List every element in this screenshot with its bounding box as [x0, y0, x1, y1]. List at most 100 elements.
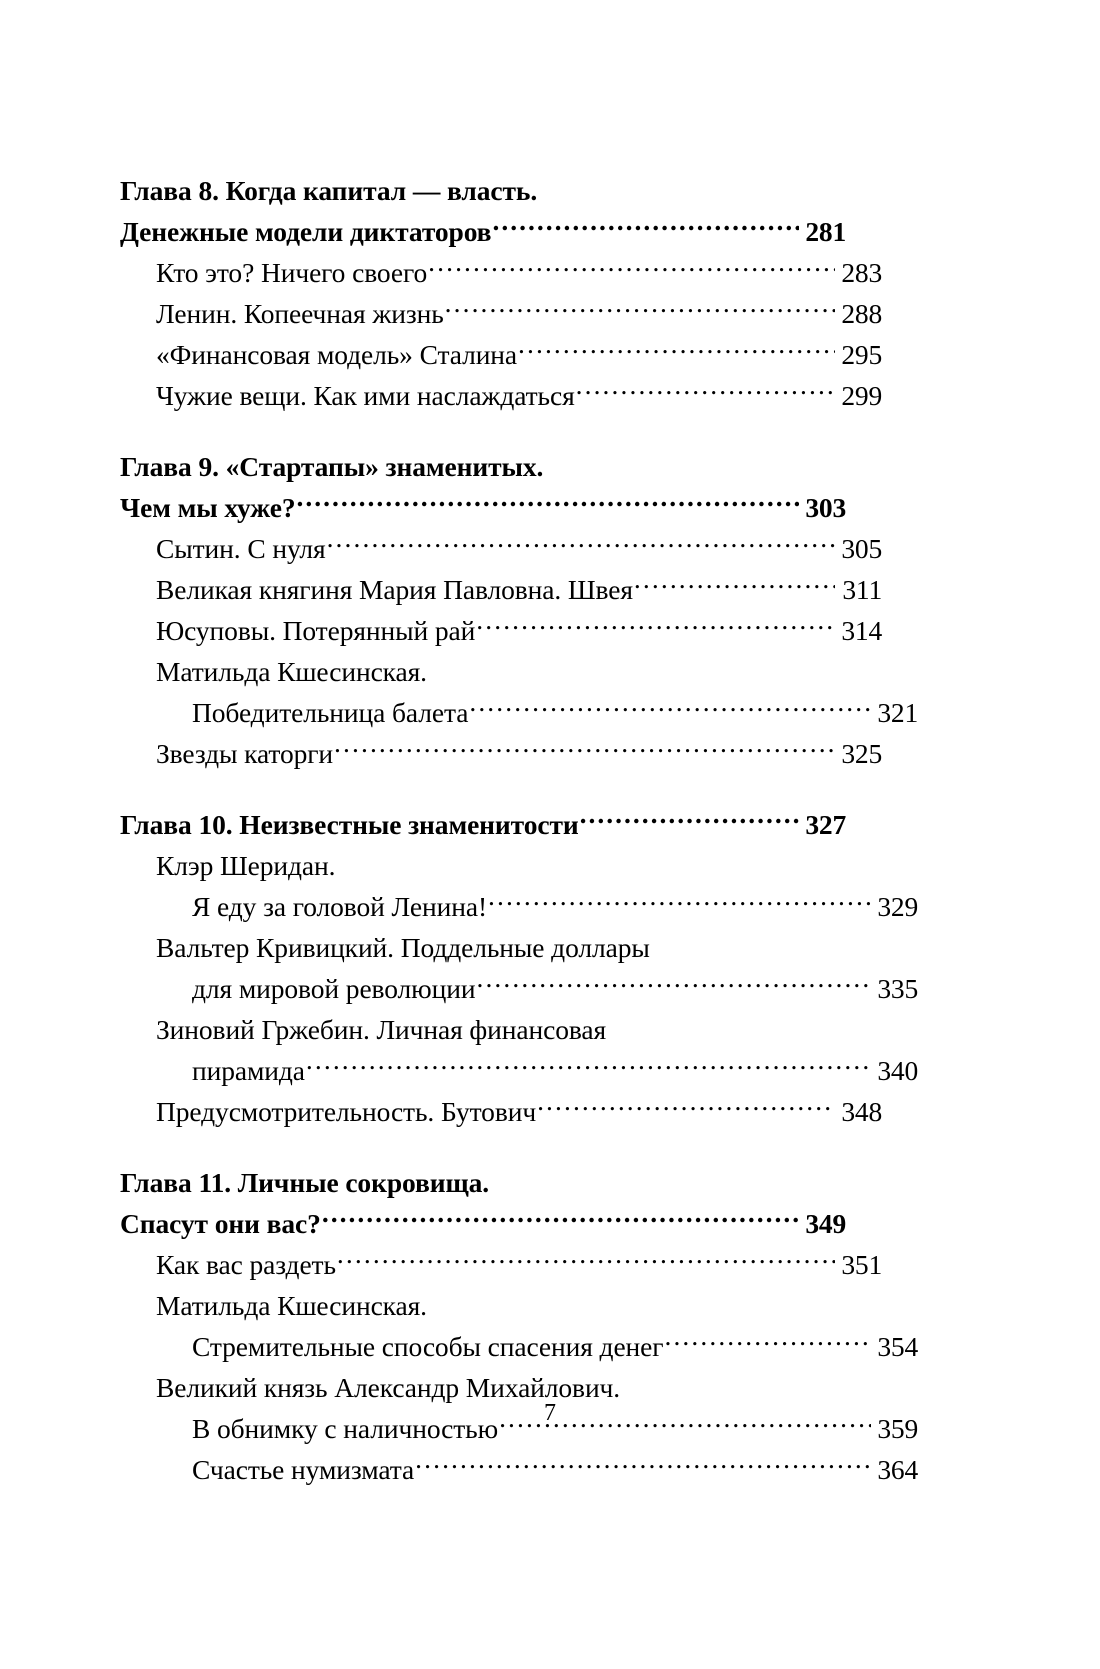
toc-entry-label: для мировой революции	[192, 973, 476, 1004]
toc-dot-leader	[621, 1370, 835, 1398]
toc-entry-label: Глава 10. Неизвестные знаменитости	[120, 809, 579, 840]
toc-dot-leader	[499, 1411, 871, 1439]
toc-sub-entry[interactable]: «Финансовая модель» Сталина 295	[156, 334, 882, 375]
toc-dot-leader	[327, 531, 835, 559]
toc-page-number: 295	[841, 339, 882, 370]
toc-entry-label: Великий князь Александр Михайлович.	[156, 1372, 621, 1403]
toc-sub-entry[interactable]: пирамида 340	[192, 1050, 918, 1091]
toc-chapter-entry[interactable]: Денежные модели диктаторов 281	[120, 211, 846, 252]
toc-sub-entry[interactable]: Клэр Шеридан.	[156, 845, 882, 886]
toc-sub-entry[interactable]: Великая княгиня Мария Павловна. Швея 311	[156, 569, 882, 610]
toc-dot-leader	[544, 449, 799, 477]
toc-page-number: 348	[841, 1096, 882, 1127]
toc-sub-entry[interactable]: Кто это? Ничего своего 283	[156, 252, 882, 293]
toc-page-number: 364	[877, 1454, 918, 1485]
toc-dot-leader	[428, 1288, 835, 1316]
toc-sub-entry[interactable]: Матильда Кшесинская.	[156, 1285, 882, 1326]
toc-chapter-entry[interactable]: Глава 10. Неизвестные знаменитости 327	[120, 804, 846, 845]
toc-dot-leader	[538, 173, 799, 201]
toc-dot-leader	[297, 490, 800, 518]
toc-dot-leader	[518, 337, 835, 365]
toc-sub-entry[interactable]: В обнимку с наличностью 359	[192, 1408, 918, 1449]
table-of-contents: Глава 8. Когда капитал — власть. Денежные…	[120, 170, 918, 1490]
toc-sub-entry[interactable]: Предусмотрительность. Бутович 348	[156, 1091, 882, 1132]
toc-page-number: 281	[805, 216, 846, 247]
toc-dot-leader	[476, 613, 835, 641]
toc-dot-leader	[664, 1329, 871, 1357]
toc-sub-entry[interactable]: Победительница балета 321	[192, 692, 918, 733]
toc-page-number: 359	[877, 1413, 918, 1444]
toc-entry-label: Кто это? Ничего своего	[156, 257, 428, 288]
toc-entry-label: Победительница балета	[192, 697, 469, 728]
toc-entry-label: Вальтер Кривицкий. Поддельные доллары	[156, 932, 650, 963]
toc-sub-entry[interactable]: Вальтер Кривицкий. Поддельные доллары	[156, 927, 882, 968]
toc-sub-entry[interactable]: Чужие вещи. Как ими наслаждаться 299	[156, 375, 882, 416]
toc-chapter-block: Глава 9. «Стартапы» знаменитых. Чем мы ху…	[120, 446, 918, 774]
toc-sub-entry[interactable]: Счастье нумизмата 364	[192, 1449, 918, 1490]
toc-dot-leader	[306, 1053, 871, 1081]
toc-chapter-entry[interactable]: Спасут они вас? 349	[120, 1203, 846, 1244]
toc-sub-entry[interactable]: для мировой революции 335	[192, 968, 918, 1009]
toc-sub-entry[interactable]: Я еду за головой Ленина! 329	[192, 886, 918, 927]
toc-entry-label: пирамида	[192, 1055, 305, 1086]
toc-chapter-block: Глава 8. Когда капитал — власть. Денежные…	[120, 170, 882, 416]
toc-page-number: 283	[841, 257, 882, 288]
toc-sub-entry[interactable]: Сытин. С нуля 305	[156, 528, 882, 569]
toc-sub-entry[interactable]: Великий князь Александр Михайлович.	[156, 1367, 882, 1408]
toc-entry-label: Матильда Кшесинская.	[156, 1290, 427, 1321]
toc-sub-entry[interactable]: Как вас раздеть 351	[156, 1244, 882, 1285]
toc-entry-label: Денежные модели диктаторов	[120, 216, 492, 247]
toc-entry-label: Звезды каторги	[156, 738, 334, 769]
toc-dot-leader	[337, 1247, 835, 1275]
toc-dot-leader	[322, 1206, 799, 1234]
toc-sub-entry[interactable]: Звезды каторги 325	[156, 733, 882, 774]
toc-chapter-block: Глава 11. Личные сокровища. Спасут они ва…	[120, 1162, 918, 1490]
toc-sub-entry[interactable]: Стремительные способы спасения денег 354	[192, 1326, 918, 1367]
toc-entry-label: Как вас раздеть	[156, 1249, 336, 1280]
toc-entry-label: Я еду за головой Ленина!	[192, 891, 487, 922]
toc-dot-leader	[336, 848, 835, 876]
toc-entry-label: Предусмотрительность. Бутович	[156, 1096, 537, 1127]
toc-page-number: 305	[841, 533, 882, 564]
toc-entry-label: Зиновий Гржебин. Личная финансовая	[156, 1014, 607, 1045]
toc-page-number: 354	[877, 1331, 918, 1362]
toc-page-number: 311	[842, 574, 882, 605]
toc-dot-leader	[634, 572, 835, 600]
toc-chapter-entry[interactable]: Глава 8. Когда капитал — власть.	[120, 170, 846, 211]
toc-sub-entry[interactable]: Матильда Кшесинская.	[156, 651, 882, 692]
toc-dot-leader	[492, 214, 799, 242]
toc-entry-label: Ленин. Копеечная жизнь	[156, 298, 444, 329]
toc-page-number: 329	[877, 891, 918, 922]
toc-entry-label: Юсуповы. Потерянный рай	[156, 615, 476, 646]
toc-entry-label: Глава 8. Когда капитал — власть.	[120, 175, 538, 206]
toc-page-number: 335	[877, 973, 918, 1004]
toc-entry-label: Счастье нумизмата	[192, 1454, 415, 1485]
toc-page-number: 303	[805, 492, 846, 523]
toc-entry-label: Матильда Кшесинская.	[156, 656, 427, 687]
page-folio-number: 7	[544, 1400, 556, 1426]
toc-page-number: 288	[841, 298, 882, 329]
toc-page-number: 340	[877, 1055, 918, 1086]
toc-chapter-entry[interactable]: Чем мы хуже? 303	[120, 487, 846, 528]
toc-dot-leader	[469, 695, 871, 723]
toc-chapter-entry[interactable]: Глава 9. «Стартапы» знаменитых.	[120, 446, 846, 487]
toc-page-number: 351	[841, 1249, 882, 1280]
toc-entry-label: В обнимку с наличностью	[192, 1413, 499, 1444]
toc-sub-entry[interactable]: Зиновий Гржебин. Личная финансовая	[156, 1009, 882, 1050]
toc-dot-leader	[490, 1165, 799, 1193]
toc-dot-leader	[334, 736, 835, 764]
toc-sub-entry[interactable]: Юсуповы. Потерянный рай 314	[156, 610, 882, 651]
toc-sub-entry[interactable]: Ленин. Копеечная жизнь 288	[156, 293, 882, 334]
toc-dot-leader	[576, 378, 835, 406]
toc-chapter-entry[interactable]: Глава 11. Личные сокровища.	[120, 1162, 846, 1203]
toc-entry-label: Стремительные способы спасения денег	[192, 1331, 664, 1362]
toc-dot-leader	[428, 255, 835, 283]
toc-dot-leader	[476, 971, 871, 999]
toc-dot-leader	[415, 1452, 871, 1480]
toc-entry-label: Сытин. С нуля	[156, 533, 326, 564]
toc-dot-leader	[651, 930, 835, 958]
toc-page-number: 299	[841, 380, 882, 411]
toc-entry-label: Глава 9. «Стартапы» знаменитых.	[120, 451, 544, 482]
toc-dot-leader	[488, 889, 871, 917]
